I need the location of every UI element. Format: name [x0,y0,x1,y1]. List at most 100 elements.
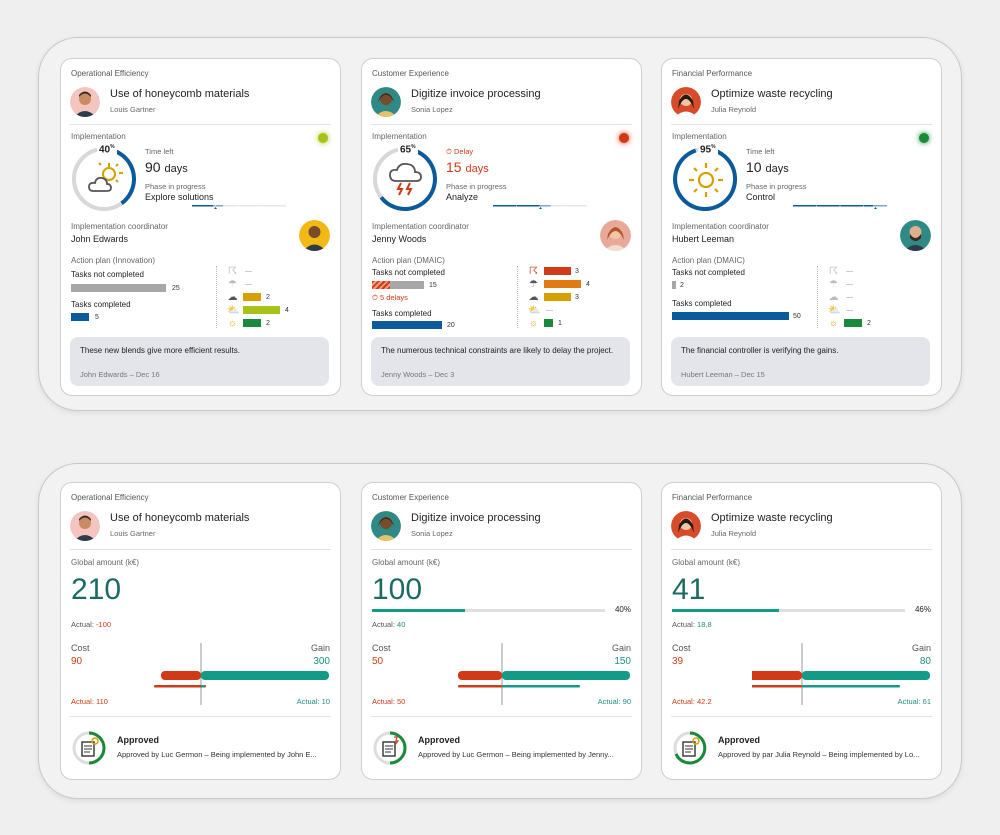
weather-bar [243,293,261,301]
gain-label: Gain [310,643,330,653]
avatar [371,511,401,541]
actual-amount: Actual: 18,8 [672,620,712,629]
divider [671,549,932,550]
project-title: Use of honeycomb materials [110,88,250,100]
weather-bar [544,267,571,275]
project-card[interactable]: Customer Experience Digitize invoice pro… [361,58,642,396]
approved-label: Approved [718,735,761,745]
clock-icon: ⏱ [372,293,378,302]
comment-author: Hubert Leeman – Dec 15 [681,370,765,379]
financial-panel: Operational Efficiency Use of honeycomb … [38,463,962,799]
gain-label: Gain [611,643,631,653]
amount-progress-fill [372,609,466,612]
tasks-not-completed-label: Tasks not completed [672,268,745,277]
tasks-not-completed-label: Tasks not completed [372,268,445,277]
storm-icon [389,162,422,196]
progress-percent: 95% [698,144,718,156]
weather-bar [544,319,553,327]
amount-progress-percent: 40% [614,605,631,614]
cloud-icon: ☁ [227,292,238,303]
cost-label: Cost [372,643,391,653]
divider [671,716,932,717]
time-left-label: Time left [746,147,775,156]
action-plan-label: Action plan (DMAIC) [372,256,445,265]
avatar [671,511,701,541]
weather-divider [216,266,217,328]
delays-label: ⏱ 5 delays [372,293,408,302]
approved-label: Approved [117,735,160,745]
tasks-not-completed-bar [71,284,166,292]
weather-count: — [846,294,853,301]
project-card[interactable]: Financial Performance Optimize waste rec… [661,482,942,780]
delay-value: 15 days [446,159,489,175]
global-amount-label: Global amount (k€) [71,558,140,567]
coordinator-name: Jenny Woods [372,234,427,244]
status-dot [919,133,929,143]
project-card[interactable]: Operational Efficiency Use of honeycomb … [60,482,341,780]
comment-text: These new blends give more efficient res… [80,346,240,355]
tasks-not-completed-bar [390,281,424,289]
comment-text: The numerous technical constraints are l… [381,346,614,355]
phase-value: Analyze [446,192,479,202]
actual-gain: Actual: 90 [597,697,631,706]
divider [371,716,632,717]
weather-divider [817,266,818,328]
comment-box: The numerous technical constraints are l… [371,337,630,386]
project-card[interactable]: Financial Performance Optimize waste rec… [661,58,942,396]
project-owner: Sonia Lopez [411,105,453,114]
divider [70,124,331,125]
approved-text: Approved by par Julia Reynold – Being im… [718,750,920,759]
action-plan-label: Action plan (Innovation) [71,256,156,265]
approved-icon [72,731,106,765]
global-amount-label: Global amount (k€) [372,558,441,567]
rain-icon: ☂ [529,279,538,290]
tasks-completed-label: Tasks completed [372,309,432,318]
time-left-value: 90 days [145,159,188,175]
actual-gain: Actual: 10 [296,697,330,706]
tasks-completed-bar [71,313,89,321]
project-title: Optimize waste recycling [711,512,833,524]
gain-value: 300 [313,656,330,667]
category-label: Operational Efficiency [71,493,149,502]
sun-icon: ☼ [828,318,839,329]
actual-amount: Actual: -100 [71,620,112,629]
phase-progress-bar [493,205,587,209]
sun-icon [689,163,723,197]
time-left-value: 10 days [746,159,789,175]
gain-value: 80 [919,656,931,667]
progress-percent: 65% [398,144,418,156]
coordinator-name: Hubert Leeman [672,234,735,244]
comment-text: The financial controller is verifying th… [681,346,839,355]
divider [371,549,632,550]
weather-count: — [245,268,252,275]
category-label: Financial Performance [672,493,753,502]
project-card[interactable]: Customer Experience Digitize invoice pro… [361,482,642,780]
global-amount-value: 100 [372,573,423,606]
project-title: Digitize invoice processing [411,512,541,524]
coordinator-label: Implementation coordinator [372,222,469,231]
category-label: Financial Performance [672,69,753,78]
cost-label: Cost [71,643,90,653]
tasks-not-completed-value: 25 [172,285,180,292]
weather-count: 1 [558,320,562,327]
implementation-panel: Operational Efficiency Use of honeycomb … [38,37,962,411]
implementation-label: Implementation [672,132,727,141]
actual-amount: Actual: 40 [372,620,406,629]
actual-gain: Actual: 61 [897,697,931,706]
comment-box: These new blends give more efficient res… [70,337,329,386]
implementation-label: Implementation [372,132,427,141]
weather-count: — [245,281,252,288]
weather-count: 4 [586,281,590,288]
storm-icon: ☈ [529,266,538,277]
coordinator-label: Implementation coordinator [71,222,168,231]
amount-progress-percent: 46% [914,605,931,614]
project-card[interactable]: Operational Efficiency Use of honeycomb … [60,58,341,396]
comment-author: John Edwards – Dec 16 [80,370,160,379]
cloud-icon: ☁ [828,292,839,303]
weather-count: — [846,307,853,314]
actual-cost: Actual: 110 [71,697,108,706]
avatar [671,87,701,117]
tasks-completed-bar [672,312,789,320]
cost-gain-chart [154,643,329,705]
cost-value: 50 [372,656,384,667]
